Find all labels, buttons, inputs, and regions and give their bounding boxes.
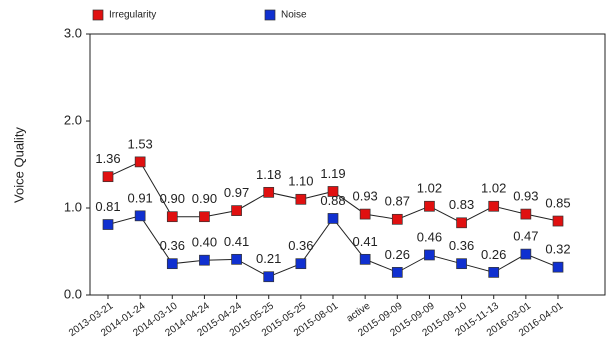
point	[424, 249, 435, 261]
data-label: 1.53	[127, 136, 152, 151]
data-label: 0.32	[545, 242, 570, 257]
point	[199, 254, 210, 266]
data-label: 0.88	[320, 193, 345, 208]
data-label: 1.02	[417, 181, 442, 196]
y-tick-label: 0.0	[64, 286, 82, 301]
legend-swatch	[92, 9, 104, 21]
point	[552, 261, 564, 273]
data-label: 0.83	[449, 197, 474, 212]
legend-label: Noise	[281, 10, 307, 21]
point	[102, 219, 114, 230]
point	[424, 200, 435, 212]
data-label: 0.36	[160, 238, 185, 253]
point	[295, 193, 307, 205]
data-label: 1.10	[288, 174, 313, 189]
data-label: 0.36	[449, 238, 474, 253]
y-axis-label: Voice Quality	[11, 127, 26, 203]
data-label: 1.19	[320, 166, 345, 181]
data-label: 0.36	[288, 238, 313, 253]
point	[199, 211, 210, 223]
point	[166, 258, 178, 270]
data-label: 0.26	[481, 247, 506, 262]
data-label: 0.40	[192, 235, 217, 250]
data-label: 1.18	[256, 167, 281, 182]
data-label: 0.46	[417, 229, 442, 244]
data-label: 0.90	[192, 191, 217, 206]
point	[166, 211, 178, 223]
data-label: 0.87	[385, 194, 410, 209]
point	[231, 205, 242, 216]
data-label: 0.26	[385, 247, 410, 262]
data-label: 0.41	[224, 234, 249, 249]
point	[488, 267, 500, 278]
data-label: 0.47	[513, 229, 538, 244]
point	[391, 213, 403, 225]
point	[391, 267, 403, 278]
point	[552, 215, 564, 227]
point	[134, 156, 146, 168]
data-label: 0.21	[256, 251, 281, 266]
data-label: 0.90	[160, 191, 185, 206]
point	[520, 208, 532, 220]
point	[327, 213, 339, 224]
data-label: 0.93	[352, 189, 377, 204]
data-label: 0.41	[352, 234, 377, 249]
y-tick-label: 3.0	[64, 25, 82, 40]
point	[263, 271, 275, 283]
y-tick-label: 1.0	[64, 199, 82, 214]
data-label: 0.97	[224, 185, 249, 200]
point	[359, 253, 371, 265]
legend-label: Irregularity	[109, 10, 156, 21]
data-label: 0.93	[513, 189, 538, 204]
data-label: 0.85	[545, 195, 570, 210]
point	[134, 210, 146, 222]
data-label: 1.36	[95, 151, 120, 166]
data-label: 0.91	[127, 190, 152, 205]
point	[263, 186, 275, 198]
point	[359, 208, 371, 220]
point	[102, 171, 114, 183]
legend-swatch	[264, 9, 276, 21]
point	[456, 258, 467, 270]
point	[295, 258, 307, 270]
plot-frame	[89, 33, 606, 296]
y-tick-label: 2.0	[64, 112, 82, 127]
point	[520, 248, 532, 260]
point	[488, 200, 500, 212]
point	[231, 253, 242, 265]
data-label: 1.02	[481, 181, 506, 196]
point	[456, 217, 467, 229]
point	[327, 186, 339, 197]
data-label: 0.81	[95, 199, 120, 214]
